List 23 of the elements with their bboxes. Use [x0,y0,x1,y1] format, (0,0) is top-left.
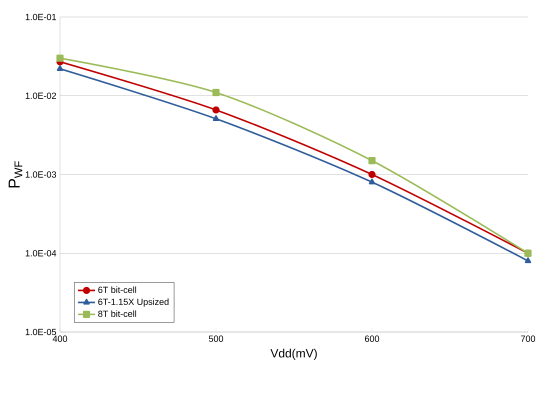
y-tick-label: 1.0E-02 [26,92,56,99]
y-tick-label: 1.0E-03 [26,171,56,178]
point [524,257,532,264]
y-tick-label: 1.0E-04 [26,250,56,256]
y-tick-label: 1.0E-05 [26,328,56,336]
point [212,106,220,114]
point [212,88,220,96]
legend-label: 6T bit-cell [98,286,136,294]
x-tick-label: 500 [208,336,224,342]
legend-label: 8T bit-cell [98,310,136,317]
point [368,170,376,178]
legend-label: 6T-1.15X Upsized [98,298,168,307]
x-tick-label: 400 [52,336,68,342]
point [212,115,220,121]
point [56,65,64,71]
y-axis-title: P$_{WF}$ [8,161,22,188]
x-axis-title: Vdd(mV) [270,348,317,360]
point [56,54,64,62]
point [368,157,376,164]
y-tick-label: 1.0E-01 [26,14,56,20]
x-tick-label: 600 [364,336,380,342]
x-tick-label: 700 [520,336,536,342]
point [368,178,376,184]
